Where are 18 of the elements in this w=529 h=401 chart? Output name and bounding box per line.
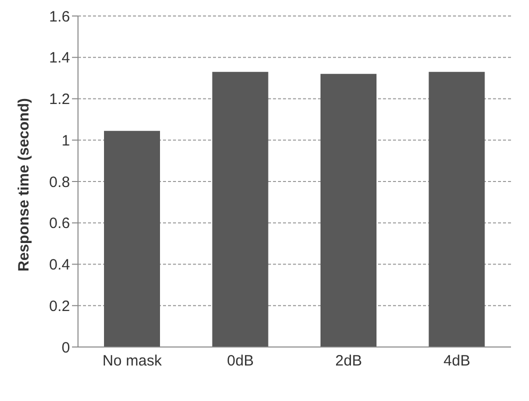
y-tick-label: 1 (62, 132, 70, 150)
bar (320, 74, 376, 347)
y-tick-label: 1.6 (49, 8, 70, 26)
y-tick-label: 1.4 (49, 50, 70, 67)
y-tick-label: 0 (62, 339, 70, 356)
x-tick-label: 4dB (444, 352, 470, 370)
x-tick-label: No mask (102, 352, 162, 370)
bar (212, 72, 268, 347)
bar (428, 72, 485, 347)
y-tick-label: 0.4 (49, 256, 70, 274)
y-axis-title: Response time (second) (15, 98, 32, 272)
y-tick-label: 0.8 (49, 174, 70, 191)
y-tick-label: 0.2 (49, 298, 70, 315)
y-tick-label: 0.6 (49, 215, 70, 232)
y-tick-label: 1.2 (49, 91, 70, 108)
x-tick-label: 0dB (227, 352, 254, 370)
x-tick-label: 2dB (335, 352, 362, 370)
bar (104, 130, 160, 347)
